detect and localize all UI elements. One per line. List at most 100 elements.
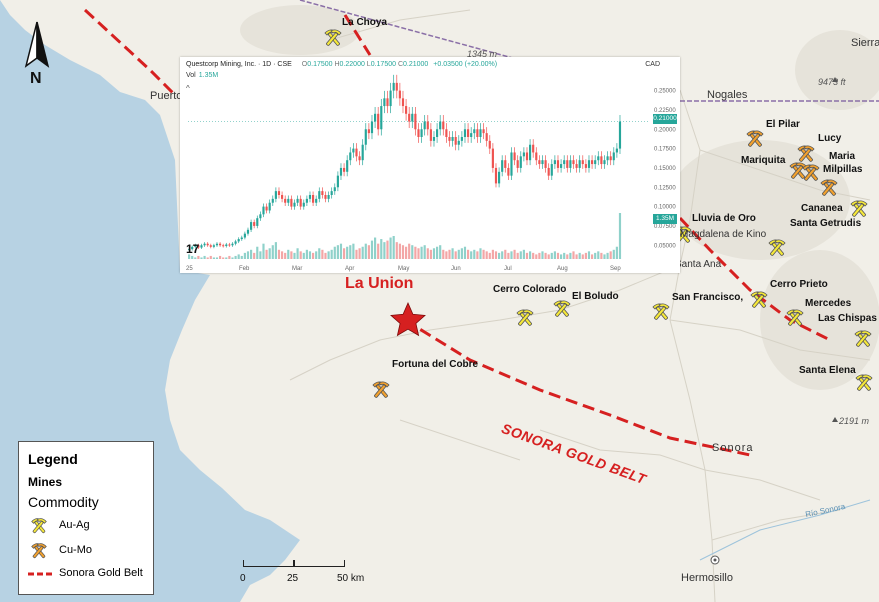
volume-bar xyxy=(457,249,460,259)
volume-bar xyxy=(240,255,243,259)
candle-body xyxy=(321,191,324,195)
volume-bar xyxy=(228,255,231,259)
x-tick-label: Sep xyxy=(610,266,621,272)
candle-body xyxy=(358,156,361,161)
candle-body xyxy=(380,106,383,130)
candle-body xyxy=(494,167,498,184)
place-magdalena: Magdalena de Kino xyxy=(680,229,767,240)
candle-body xyxy=(253,222,256,226)
candle-body xyxy=(367,129,370,134)
volume-bar xyxy=(600,252,603,259)
candle-body xyxy=(305,198,308,203)
candle-body xyxy=(243,233,246,238)
mine-label-fortuna: Fortuna del Cobre xyxy=(392,359,479,370)
candle-body xyxy=(268,202,271,211)
candle-body xyxy=(448,137,451,141)
volume-bar xyxy=(411,245,414,259)
volume-label: Vol xyxy=(186,72,196,79)
candle-body xyxy=(246,229,250,234)
volume-bar xyxy=(532,252,535,259)
volume-bar xyxy=(339,243,343,259)
candle-body xyxy=(209,245,212,247)
volume-bar xyxy=(541,251,544,259)
candle-body xyxy=(194,245,197,247)
volume-bar xyxy=(606,252,609,259)
candle-body xyxy=(432,137,436,141)
roads xyxy=(289,9,871,602)
volume-bar xyxy=(529,251,532,259)
volume-bar xyxy=(436,246,439,259)
candle-body xyxy=(398,90,401,99)
legend: Legend Mines Commodity Au-Ag Cu-Mo Sonor… xyxy=(18,441,154,595)
candle-body xyxy=(516,160,519,168)
mine-san-francisco-icon xyxy=(650,301,672,323)
candle-body xyxy=(519,156,522,168)
volume-bar xyxy=(550,252,553,259)
volume-bar xyxy=(615,246,618,259)
candle-body xyxy=(488,140,491,149)
collapse-caret-icon[interactable]: ^ xyxy=(186,84,190,93)
candle-body xyxy=(429,129,432,141)
volume-bar xyxy=(271,245,274,259)
candle-body xyxy=(529,144,532,161)
volume-bar xyxy=(432,248,436,259)
volume-bar xyxy=(274,242,277,259)
candle-body xyxy=(603,160,606,165)
volume-bar xyxy=(386,240,389,259)
volume-bar xyxy=(482,249,485,259)
mine-label-la-choya: La Choya xyxy=(342,17,388,28)
place-puerto: Puerto xyxy=(150,90,183,102)
candle-body xyxy=(501,160,504,172)
candle-body xyxy=(361,144,364,161)
candle-body xyxy=(408,113,411,122)
candle-body xyxy=(612,152,615,161)
mine-santa-elena-icon xyxy=(853,372,875,394)
volume-bar xyxy=(212,257,215,259)
chart-logo: 17 xyxy=(186,242,200,256)
candle-body xyxy=(460,137,463,141)
volume-bar xyxy=(206,257,209,259)
volume-bar xyxy=(451,248,454,259)
candle-body xyxy=(591,160,594,165)
volume-bar xyxy=(618,213,622,259)
candle-body xyxy=(467,129,470,137)
legend-item-belt: Sonora Gold Belt xyxy=(59,567,143,579)
candle-body xyxy=(231,243,234,246)
river xyxy=(699,499,871,561)
candle-body xyxy=(327,195,330,199)
candle-body xyxy=(405,106,408,114)
mine-maria-icon xyxy=(800,162,822,184)
candle-body xyxy=(556,160,560,168)
candle-body xyxy=(436,129,439,137)
x-tick-label: Jul xyxy=(504,266,512,272)
volume-bar xyxy=(423,245,426,259)
gold-belt-line xyxy=(83,8,177,97)
volume-bar xyxy=(467,249,470,259)
volume-bar xyxy=(584,252,587,259)
volume-bar xyxy=(522,249,525,259)
island xyxy=(222,400,240,425)
candle-body xyxy=(392,82,395,91)
north-arrow: N xyxy=(18,20,56,92)
volume-bar xyxy=(563,252,566,259)
volume-bar xyxy=(420,246,423,259)
volume-bar xyxy=(374,237,377,259)
candle-body xyxy=(191,246,194,250)
volume-bar xyxy=(333,246,336,259)
mine-label-santa-getrudis: Santa Getrudis xyxy=(790,218,862,229)
volume-bar xyxy=(305,249,308,259)
volume-bar xyxy=(560,254,563,259)
candle-body xyxy=(265,206,268,211)
legend-field: Commodity xyxy=(28,494,99,510)
candle-body xyxy=(281,195,284,199)
candle-body xyxy=(324,195,327,199)
volume-bar xyxy=(367,245,370,259)
volume-bar xyxy=(312,252,315,259)
candle-body xyxy=(575,164,578,168)
candle-body xyxy=(395,82,398,91)
volume-bar xyxy=(281,251,284,259)
candle-body xyxy=(525,152,529,161)
candle-body xyxy=(572,160,575,165)
candle-body xyxy=(333,187,336,192)
mine-santa-getrudis-icon xyxy=(766,237,788,259)
